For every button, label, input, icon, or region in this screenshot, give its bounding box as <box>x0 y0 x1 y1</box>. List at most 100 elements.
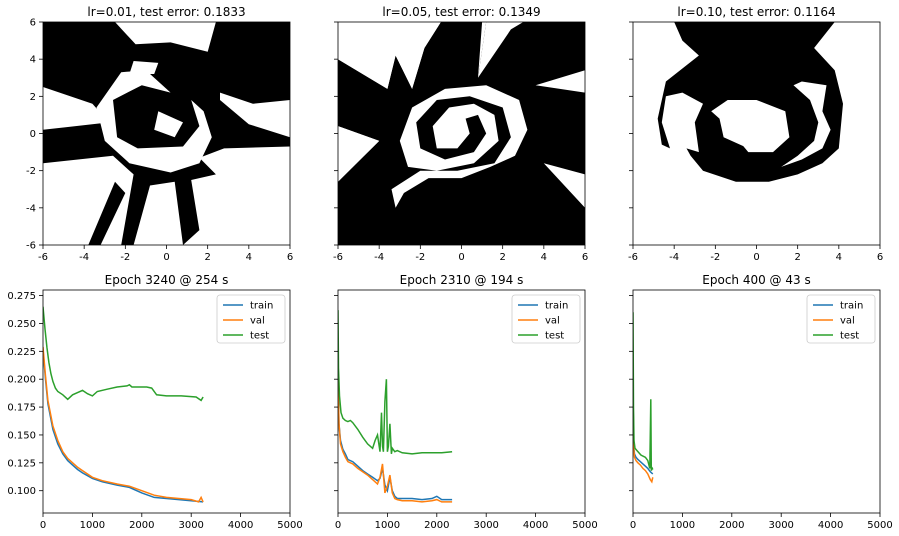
y-tick-label: -2 <box>26 166 36 177</box>
x-tick-label: 2 <box>204 252 210 263</box>
legend-box <box>511 294 581 344</box>
unclassified-region-1 <box>711 100 790 153</box>
classified-region-3 <box>366 207 396 245</box>
x-tick-label: 4000 <box>818 520 843 531</box>
legend-label-test: test <box>840 331 859 342</box>
subplot-4: Epoch 3240 @ 254 s 0 1000 2000 3000 4000 5000 0… <box>7 273 302 531</box>
plot-area <box>43 306 204 503</box>
x-tick-label: 2000 <box>424 520 449 531</box>
classified-region-2 <box>88 181 126 245</box>
unclassified-region-3 <box>338 126 380 182</box>
y-tick-label: 4 <box>30 55 36 66</box>
plot-area <box>338 310 453 503</box>
y-tick-label: -4 <box>26 203 36 214</box>
y-tick-label: 0.200 <box>7 375 36 386</box>
series-line-train <box>43 350 204 503</box>
legend-label-train: train <box>545 301 568 312</box>
x-tick-label: 4 <box>541 252 547 263</box>
x-tick-label: 4000 <box>228 520 253 531</box>
legend-label-val: val <box>840 316 855 327</box>
unclassified-region-4 <box>391 85 528 208</box>
y-tick-label: 0.275 <box>7 291 36 302</box>
y-tick-label: 0.125 <box>7 458 36 469</box>
x-tick-label: -4 <box>79 252 89 263</box>
legend-box <box>806 294 876 344</box>
x-tick-label: 3000 <box>178 520 203 531</box>
x-tick-label: 6 <box>582 252 588 263</box>
x-tick-label: 5000 <box>572 520 597 531</box>
x-tick-label: -6 <box>628 252 638 263</box>
series-line-val <box>43 346 204 503</box>
classified-region-2 <box>494 196 540 245</box>
chart-title: lr=0.01, test error: 0.1833 <box>87 5 245 19</box>
y-tick-label: 0.250 <box>7 319 36 330</box>
x-tick-label: 1000 <box>670 520 695 531</box>
legend-label-test: test <box>545 331 564 342</box>
axes-frame <box>42 289 291 514</box>
chart-title: lr=0.05, test error: 0.1349 <box>382 5 540 19</box>
x-tick-label: 2000 <box>719 520 744 531</box>
chart-title: lr=0.10, test error: 0.1164 <box>677 5 835 19</box>
x-tick-label: 2 <box>499 252 505 263</box>
x-tick-label: 0 <box>458 252 464 263</box>
y-tick-label: 0.225 <box>7 347 36 358</box>
legend-label-train: train <box>840 301 863 312</box>
x-tick-label: 4000 <box>523 520 548 531</box>
x-tick-label: 0 <box>163 252 169 263</box>
axes-frame <box>632 289 881 514</box>
subplot-6: Epoch 400 @ 43 s 0 1000 2000 3000 4000 5000 tra… <box>629 273 893 531</box>
unclassified-region-3 <box>154 111 183 138</box>
y-tick-label: 2 <box>30 92 36 103</box>
panels: lr=0.01, test error: 0.1833-6 -4 -2 0 2 4 6-6-… <box>7 5 892 531</box>
chart-title: Epoch 3240 @ 254 s <box>105 273 229 287</box>
x-tick-label: 0 <box>40 520 46 531</box>
legend-label-val: val <box>250 316 265 327</box>
unclassified-region-2 <box>129 61 159 74</box>
y-tick-label: -6 <box>26 241 36 252</box>
x-tick-label: -4 <box>374 252 384 263</box>
series-line-test <box>338 310 453 455</box>
y-tick-label: 0.175 <box>7 403 36 414</box>
x-tick-label: 2000 <box>129 520 154 531</box>
legend-label-test: test <box>250 331 269 342</box>
x-tick-label: 4 <box>246 252 252 263</box>
plot-area <box>338 22 585 245</box>
x-tick-label: 5000 <box>277 520 302 531</box>
subplot-3: lr=0.10, test error: 0.1164 -6 -4 -2 0 2 4 6 <box>628 5 883 263</box>
series-line-test <box>43 306 204 402</box>
x-tick-label: 6 <box>287 252 293 263</box>
x-tick-label: 1000 <box>375 520 400 531</box>
x-tick-label: 0 <box>335 520 341 531</box>
x-tick-label: -2 <box>120 252 130 263</box>
x-tick-label: -2 <box>710 252 720 263</box>
x-tick-label: -6 <box>333 252 343 263</box>
plot-area <box>657 22 843 182</box>
x-tick-label: 6 <box>877 252 883 263</box>
legend: train val test <box>216 294 286 344</box>
y-tick-label: 6 <box>30 18 36 29</box>
subplot-1: lr=0.01, test error: 0.1833 -6 -4 -2 0 2 4 6 -6 -… <box>26 5 293 263</box>
x-tick-label: 0 <box>630 520 636 531</box>
legend-box <box>216 294 286 344</box>
y-tick-label: 0.150 <box>7 430 36 441</box>
series-line-val <box>633 390 654 484</box>
x-tick-label: 0 <box>753 252 759 263</box>
x-tick-label: -6 <box>38 252 48 263</box>
x-tick-label: -4 <box>669 252 679 263</box>
x-tick-label: 4 <box>836 252 842 263</box>
axes-frame <box>337 289 586 514</box>
y-tick-label: 0.100 <box>7 486 36 497</box>
chart-title: Epoch 400 @ 43 s <box>702 273 810 287</box>
y-tick-label: 0 <box>30 129 36 140</box>
plot-area <box>633 312 654 484</box>
x-tick-label: 3000 <box>768 520 793 531</box>
x-tick-label: -2 <box>415 252 425 263</box>
legend-label-train: train <box>250 301 273 312</box>
unclassified-region-2 <box>781 81 831 167</box>
legend: train val test <box>806 294 876 344</box>
x-tick-label: 3000 <box>473 520 498 531</box>
unclassified-region-1 <box>96 70 212 173</box>
subplot-2: lr=0.05, test error: 0.1349 -6 -4 -2 0 2 4 6 <box>333 5 588 263</box>
legend-label-val: val <box>545 316 560 327</box>
series-line-val <box>338 379 453 503</box>
